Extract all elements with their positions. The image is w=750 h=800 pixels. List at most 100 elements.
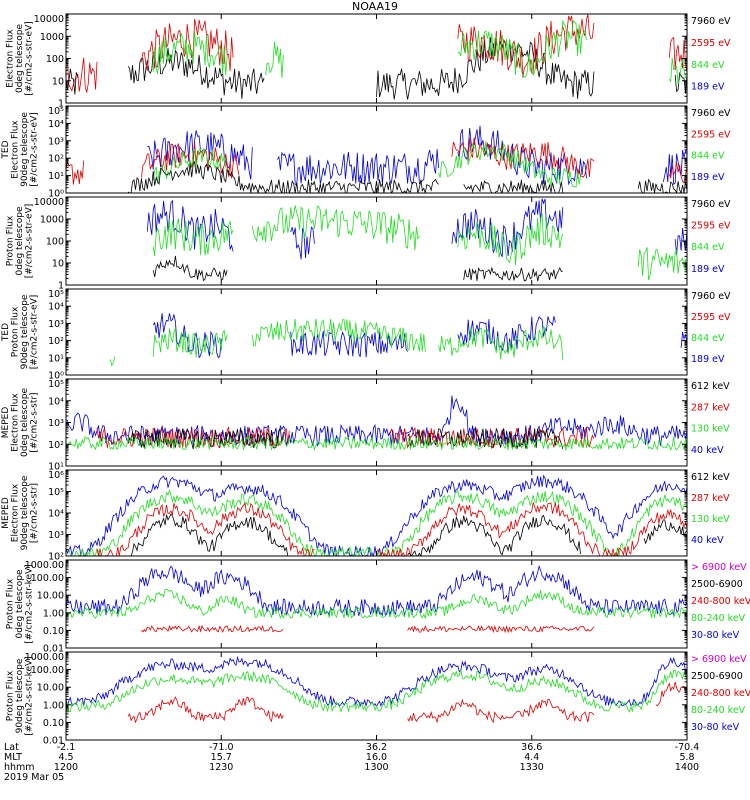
page-title: NOAA19 [351,0,399,13]
series-5-2-red [96,502,687,556]
series-6-0-blue [66,564,687,617]
legend-1-0: 7960 eV [691,108,731,119]
ytick-label-0-3: 10 [52,76,64,87]
ytick-label-5-1: 10⁵ [48,487,64,498]
legend-3-3: 189 eV [691,354,725,365]
ytick-label-4-3: 10² [48,440,64,451]
series-1-2-green [152,140,581,188]
ytick-label-7-3: 1.00 [43,700,64,711]
ytick-label-7-4: 0.10 [43,718,64,729]
ytick-label-0-0: 10000 [34,14,64,25]
series-0-2-green [152,19,687,85]
panel-frame-2 [65,196,688,286]
series-2-2-black [152,255,563,282]
ytick-label-4-0: 10⁵ [48,379,64,390]
legend-5-2: 130 keV [691,514,730,525]
legend-7-2: 240-800 keV [691,688,750,699]
ylabel-7-1: 90deg telescope [15,658,25,733]
ytick-label-6-4: 0.10 [43,626,64,637]
legend-0-3: 189 eV [691,82,725,93]
legend-7-1: 2500-6900 [691,671,743,682]
xtick-mlt-3: 4.4 [524,752,539,763]
ytick-label-6-2: 10.00 [37,591,64,602]
ylabel-3-2: 90deg telescope [20,294,30,369]
ytick-label-1-4: 10¹ [48,171,64,182]
panel-frame-4 [65,378,688,467]
series-5-3-black [128,513,687,556]
ytick-label-5-4: 10² [48,552,64,563]
legend-3-2: 844 eV [691,333,725,344]
ylabel-7-2: [#/cm2-s-str-keV] [25,656,35,735]
ytick-label-7-5: 0.01 [43,736,64,747]
ylabel-1-0: TED [1,140,11,159]
ytick-label-2-3: 10 [52,259,64,270]
series-1-1-red [66,137,687,185]
ytick-label-6-1: 100.00 [31,573,64,584]
ylabel-0-1: 0deg telescope [15,24,25,94]
ytick-label-3-0: 10⁵ [48,289,64,300]
legend-7-4: 30-80 keV [691,722,740,733]
ylabel-4-1: Electron Flux [10,393,20,452]
ytick-label-3-5: 10⁰ [48,371,64,382]
series-0-1-red [66,14,687,93]
series-4-3-green [66,435,687,452]
legend-0-1: 2595 eV [691,38,731,49]
legend-2-1: 2595 eV [691,221,731,232]
series-5-1-green [66,488,687,556]
ylabel-5-1: Electron Flux [10,483,20,542]
ylabel-0-0: Electron Flux [6,29,16,88]
series-6-2-red [141,624,595,634]
legend-7-0: > 6900 keV [691,654,747,665]
legend-2-0: 7960 eV [691,199,731,210]
ytick-label-7-1: 100.00 [31,665,64,676]
ytick-label-0-4: 1 [58,99,64,110]
legend-4-1: 287 keV [691,402,730,413]
legend-0-0: 7960 eV [691,16,731,27]
xtick-hhmm-2: 1300 [364,762,388,773]
panel-frame-3 [65,288,688,376]
xtick-lat-3: 36.6 [521,742,542,753]
ylabel-3-3: [#/cm2-s-str-eV] [29,295,39,370]
ytick-label-0-2: 100 [46,54,64,65]
ytick-label-3-1: 10⁴ [48,302,64,313]
ylabel-5-2: 90deg telescope [20,475,30,550]
legend-2-2: 844 eV [691,242,725,253]
xaxis-row-label-1: MLT [4,752,22,763]
legend-7-3: 80-240 keV [691,705,746,716]
ylabel-5-0: MEPED [1,497,11,529]
ylabel-1-1: Electron Flux [10,120,20,179]
panel-frame-6 [65,559,688,649]
legend-3-1: 2595 eV [691,312,731,323]
ylabel-5-3: [#/cm2-s-str] [29,483,39,543]
legend-5-0: 612 keV [691,472,730,483]
ytick-label-5-3: 10³ [48,530,64,541]
ytick-label-2-1: 1000 [40,215,64,226]
legend-3-0: 7960 eV [691,291,731,302]
ylabel-6-2: [#/cm2-s-str-keV] [25,564,35,643]
ytick-label-1-1: 10⁴ [48,119,64,130]
xtick-lat-4: -70.4 [675,742,700,753]
legend-5-1: 287 keV [691,493,730,504]
ylabel-3-1: Proton Flux [10,306,20,357]
xtick-hhmm-4: 1400 [675,762,699,773]
xtick-lat-0: -2.1 [57,742,76,753]
ylabel-2-0: Proton Flux [6,215,16,266]
xtick-mlt-1: 15.7 [211,752,232,763]
ytick-label-6-3: 1.00 [43,608,64,619]
legend-6-1: 2500-6900 [691,579,743,590]
series-4-0-blue [66,395,687,447]
legend-6-3: 80-240 keV [691,613,746,624]
xaxis-row-label-2: hhmm [4,762,35,773]
ytick-label-7-2: 10.00 [37,683,64,694]
ytick-label-2-0: 10000 [34,197,64,208]
ytick-label-3-3: 10² [48,336,64,347]
series-3-1-green [110,318,564,367]
xtick-mlt-0: 4.5 [58,752,73,763]
xtick-mlt-2: 16.0 [366,752,387,763]
ylabel-0-2: [#/cm2-s-str-eV] [25,21,35,96]
series-7-1-green [66,669,687,713]
ylabel-4-0: MEPED [1,407,11,439]
xtick-mlt-4: 5.8 [679,752,694,763]
ylabel-2-2: [#/cm2-s-str-eV] [25,204,35,279]
xtick-lat-2: 36.2 [366,742,387,753]
